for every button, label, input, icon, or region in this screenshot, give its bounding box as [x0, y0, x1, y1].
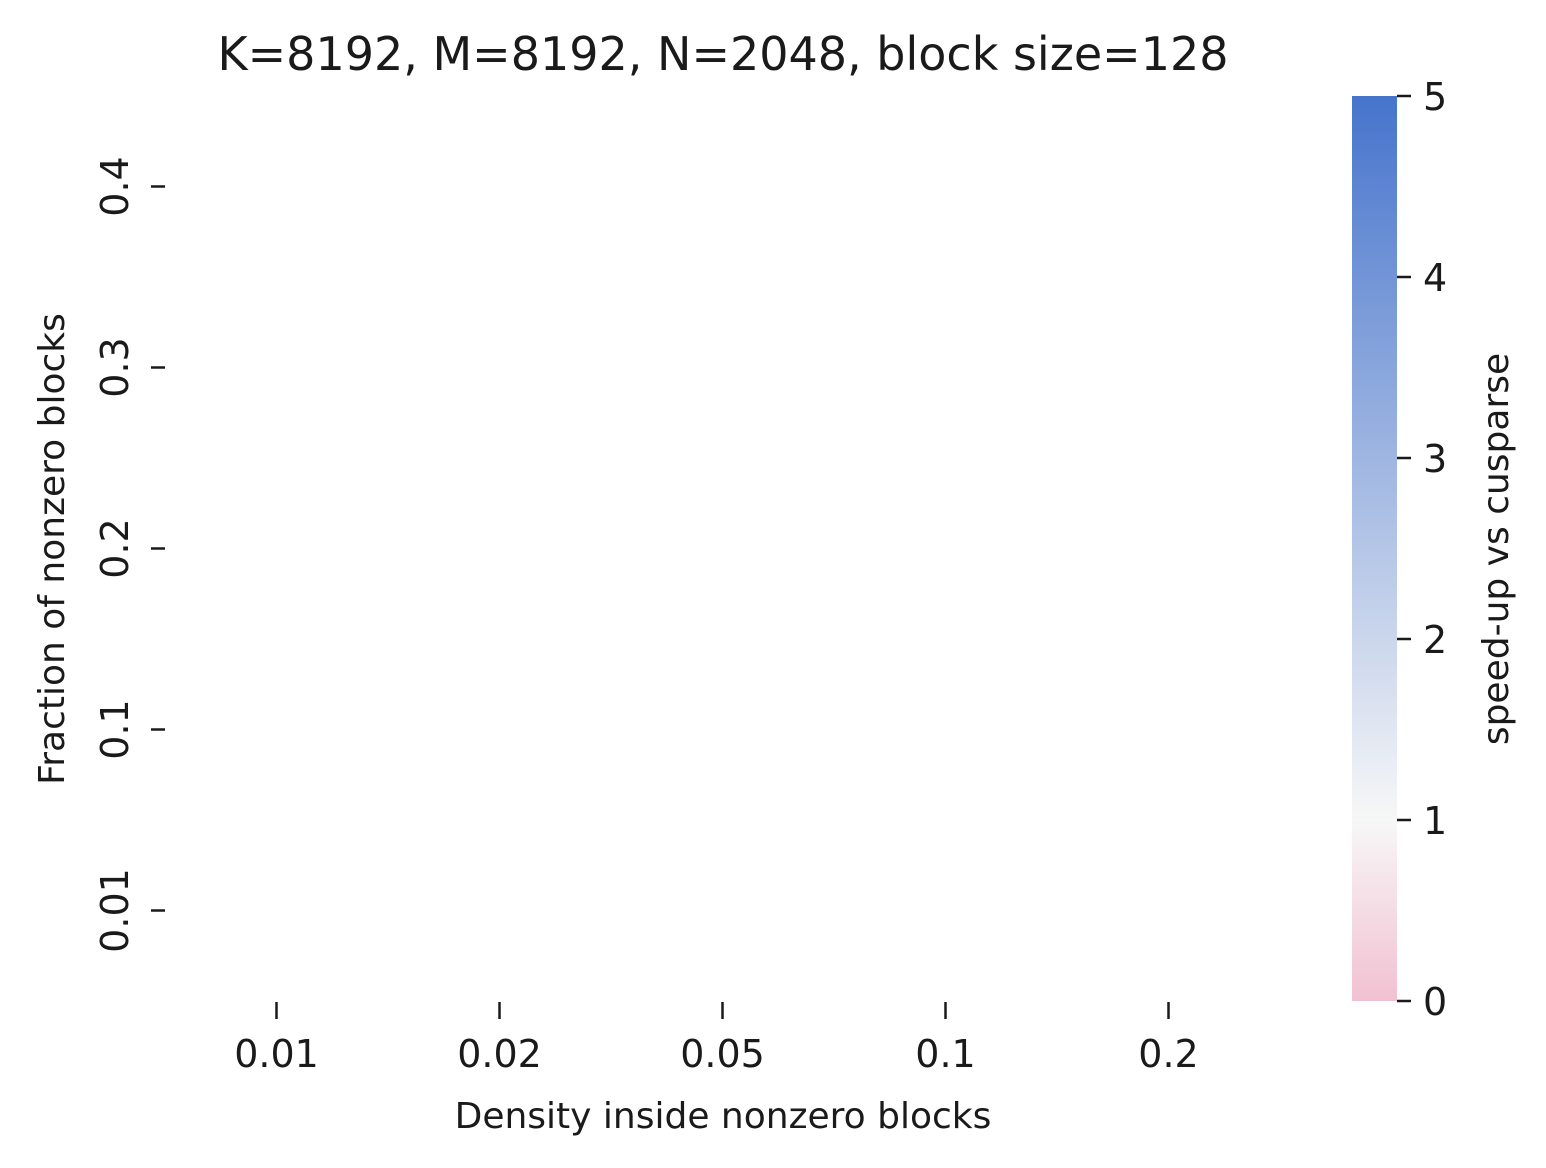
- colorbar-tick-label: 2: [1423, 618, 1447, 662]
- y-tick-label: 0.1: [93, 699, 137, 759]
- x-tick-label: 0.2: [1138, 1032, 1198, 1076]
- chart-title: K=8192, M=8192, N=2048, block size=128: [217, 27, 1228, 81]
- x-tick-label: 0.02: [457, 1032, 542, 1076]
- colorbar: 0 1 2 3 4 5 speed-up vs cusparse: [1352, 75, 1517, 1024]
- x-axis-label: Density inside nonzero blocks: [455, 1096, 992, 1137]
- y-tick-label: 0.3: [93, 337, 137, 397]
- x-tick-label: 0.01: [234, 1032, 319, 1076]
- y-axis-label: Fraction of nonzero blocks: [32, 313, 73, 785]
- colorbar-tick-label: 5: [1423, 75, 1447, 119]
- x-axis: 0.01 0.02 0.05 0.1 0.2: [234, 1002, 1199, 1076]
- colorbar-tick-label: 1: [1423, 799, 1447, 843]
- colorbar-label: speed-up vs cusparse: [1476, 353, 1517, 745]
- y-axis: 0.4 0.3 0.2 0.1 0.01: [93, 156, 165, 953]
- y-tick-label: 0.01: [93, 868, 137, 953]
- x-tick-label: 0.05: [680, 1032, 765, 1076]
- colorbar-ticks: 0 1 2 3 4 5: [1397, 75, 1447, 1024]
- colorbar-tick-label: 0: [1423, 980, 1447, 1024]
- colorbar-tick-label: 3: [1423, 437, 1447, 481]
- colorbar-tick-label: 4: [1423, 256, 1447, 300]
- colorbar-gradient: [1352, 96, 1397, 1001]
- y-tick-label: 0.2: [93, 518, 137, 578]
- x-tick-label: 0.1: [915, 1032, 975, 1076]
- y-tick-label: 0.4: [93, 156, 137, 216]
